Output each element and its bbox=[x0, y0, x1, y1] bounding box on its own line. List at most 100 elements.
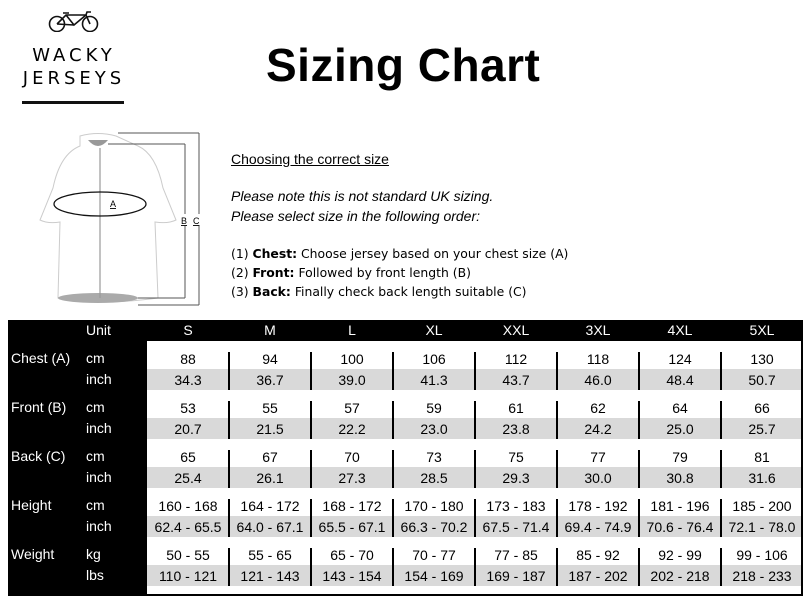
table-cell: 88 bbox=[180, 351, 196, 367]
table-cell: 53 bbox=[180, 400, 196, 416]
logo-line1: WACKY bbox=[32, 45, 116, 66]
step-number: (2) bbox=[231, 265, 249, 280]
instruction-step: (1) Chest: Choose jersey based on your c… bbox=[231, 246, 568, 261]
logo-line2: JERSEYS bbox=[22, 68, 126, 89]
step-text: Followed by front length (B) bbox=[294, 265, 471, 280]
table-cell: 62.4 - 65.5 bbox=[154, 519, 222, 535]
column-divider bbox=[310, 450, 312, 488]
column-divider bbox=[228, 499, 230, 537]
unit-label: inch bbox=[86, 518, 112, 534]
instructions-heading: Choosing the correct size bbox=[231, 151, 389, 167]
column-divider bbox=[310, 548, 312, 586]
table-cell: 69.4 - 74.9 bbox=[564, 519, 632, 535]
unit-label: cm bbox=[86, 399, 105, 415]
column-divider bbox=[392, 401, 394, 439]
table-cell: 26.1 bbox=[256, 470, 284, 486]
logo: WACKY JERSEYS bbox=[0, 0, 150, 110]
table-cell: 143 - 154 bbox=[322, 568, 382, 584]
table-cell: 106 bbox=[422, 351, 446, 367]
table-cell: 34.3 bbox=[174, 372, 202, 388]
size-header: XXL bbox=[502, 322, 530, 338]
table-cell: 25.7 bbox=[748, 421, 776, 437]
row-group-label: Weight bbox=[11, 546, 55, 562]
step-number: (1) bbox=[231, 246, 249, 261]
table-cell: 70 bbox=[344, 449, 360, 465]
table-cell: 43.7 bbox=[502, 372, 530, 388]
table-cell: 36.7 bbox=[256, 372, 284, 388]
table-cell: 173 - 183 bbox=[486, 498, 546, 514]
table-cell: 28.5 bbox=[420, 470, 448, 486]
table-cell: 59 bbox=[426, 400, 442, 416]
table-cell: 154 - 169 bbox=[404, 568, 464, 584]
table-cell: 218 - 233 bbox=[732, 568, 792, 584]
step-number: (3) bbox=[231, 284, 249, 299]
step-label: Chest: bbox=[252, 246, 298, 261]
table-cell: 124 bbox=[668, 351, 692, 367]
row-group-label: Front (B) bbox=[11, 399, 67, 415]
column-divider bbox=[556, 450, 558, 488]
column-divider bbox=[638, 352, 640, 390]
unit-label: lbs bbox=[86, 567, 104, 583]
sizing-table: Unit 88 94 100 106 112 118 124 130 34.3 36.7 39.0 4… bbox=[8, 320, 803, 596]
table-cell: 79 bbox=[672, 449, 688, 465]
table-cell: 66.3 - 70.2 bbox=[400, 519, 468, 535]
table-cell: 168 - 172 bbox=[322, 498, 382, 514]
table-cell: 55 - 65 bbox=[248, 547, 292, 563]
instructions-note1: Please note this is not standard UK sizi… bbox=[231, 188, 494, 204]
instructions-note2: Please select size in the following orde… bbox=[231, 208, 481, 224]
table-cell: 50 - 55 bbox=[166, 547, 210, 563]
table-cell: 185 - 200 bbox=[732, 498, 792, 514]
unit-label: cm bbox=[86, 350, 105, 366]
table-cell: 20.7 bbox=[174, 421, 202, 437]
unit-header: Unit bbox=[86, 322, 111, 338]
column-divider bbox=[556, 352, 558, 390]
column-divider bbox=[638, 450, 640, 488]
size-header: 5XL bbox=[749, 322, 775, 338]
table-cell: 31.6 bbox=[748, 470, 776, 486]
table-cell: 66 bbox=[754, 400, 770, 416]
unit-label: inch bbox=[86, 371, 112, 387]
size-header: 4XL bbox=[667, 322, 693, 338]
table-cell: 112 bbox=[504, 351, 528, 367]
step-label: Back: bbox=[252, 284, 291, 299]
unit-label: kg bbox=[86, 546, 101, 562]
table-cell: 164 - 172 bbox=[240, 498, 300, 514]
table-cell: 50.7 bbox=[748, 372, 776, 388]
instruction-step: (2) Front: Followed by front length (B) bbox=[231, 265, 471, 280]
column-divider bbox=[310, 401, 312, 439]
row-group-label: Chest (A) bbox=[11, 350, 71, 366]
jersey-diagram: A B C bbox=[39, 132, 203, 306]
step-label: Front: bbox=[252, 265, 295, 280]
column-divider bbox=[638, 499, 640, 537]
table-cell: 65 - 70 bbox=[330, 547, 374, 563]
table-cell: 65 bbox=[180, 449, 196, 465]
table-cell: 67 bbox=[262, 449, 278, 465]
size-header: L bbox=[348, 322, 356, 338]
column-divider bbox=[228, 548, 230, 586]
size-header: XL bbox=[425, 322, 443, 338]
size-header: M bbox=[264, 322, 276, 338]
table-cell: 57 bbox=[344, 400, 360, 416]
column-divider bbox=[392, 352, 394, 390]
step-text: Finally check back length suitable (C) bbox=[290, 284, 527, 299]
table-cell: 181 - 196 bbox=[650, 498, 710, 514]
bicycle-icon bbox=[48, 11, 99, 32]
table-cell: 62 bbox=[590, 400, 606, 416]
table-cell: 202 - 218 bbox=[650, 568, 710, 584]
column-divider bbox=[228, 401, 230, 439]
table-cell: 169 - 187 bbox=[486, 568, 546, 584]
table-cell: 92 - 99 bbox=[658, 547, 702, 563]
logo-divider bbox=[22, 101, 124, 104]
column-divider bbox=[392, 548, 394, 586]
table-cell: 23.8 bbox=[502, 421, 530, 437]
column-divider bbox=[720, 401, 722, 439]
page-title: Sizing Chart bbox=[266, 39, 541, 91]
column-divider bbox=[720, 352, 722, 390]
label-c: C bbox=[193, 216, 200, 226]
table-cell: 67.5 - 71.4 bbox=[482, 519, 550, 535]
table-cell: 30.8 bbox=[666, 470, 694, 486]
table-cell: 30.0 bbox=[584, 470, 612, 486]
column-divider bbox=[556, 548, 558, 586]
label-a: A bbox=[110, 199, 116, 209]
table-cell: 187 - 202 bbox=[568, 568, 628, 584]
